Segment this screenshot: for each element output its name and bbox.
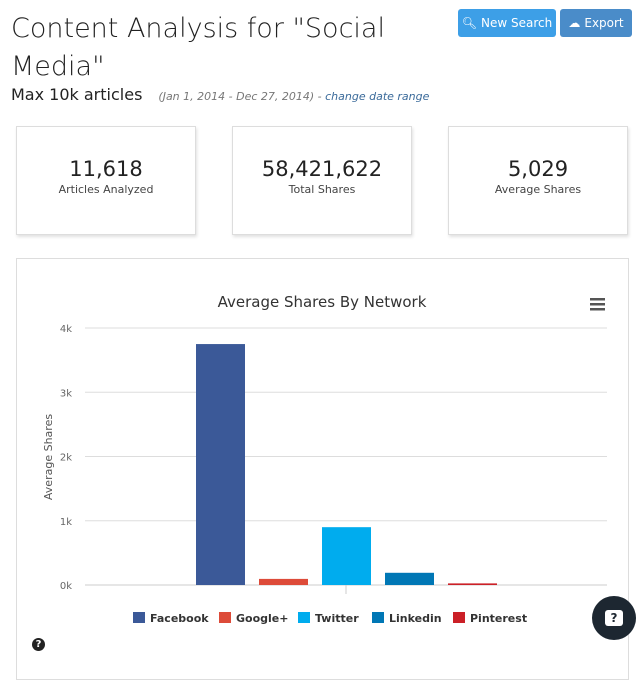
stat-value: 11,618 (69, 157, 143, 181)
stat-value: 58,421,622 (261, 157, 383, 181)
date-range-text: (Jan 1, 2014 - Dec 27, 2014) - (158, 90, 322, 103)
legend-swatch[interactable] (298, 612, 310, 623)
y-tick-label: 1k (60, 517, 72, 528)
y-tick-label: 3k (60, 388, 72, 399)
stat-label: Articles Analyzed (58, 183, 154, 196)
chat-question-icon: ? (605, 610, 623, 626)
legend-item[interactable]: Google+ (236, 612, 288, 625)
bar-facebook[interactable] (196, 344, 245, 585)
bar-google-plus[interactable] (259, 578, 308, 585)
subtitle: Max 10k articles (Jan 1, 2014 - Dec 27, 2… (11, 85, 429, 104)
bar-twitter[interactable] (322, 527, 371, 585)
search-icon: 🔍︎ (461, 16, 477, 30)
y-axis-label: Average Shares (42, 414, 55, 500)
legend-item[interactable]: Twitter (315, 612, 359, 625)
export-button[interactable]: ☁ Export (560, 9, 632, 37)
date-range: (Jan 1, 2014 - Dec 27, 2014) - change da… (158, 90, 429, 103)
y-tick-label: 0k (60, 581, 72, 592)
y-tick-label: 2k (60, 453, 72, 464)
new-search-button[interactable]: 🔍︎ New Search (458, 9, 556, 37)
info-question-icon[interactable]: ? (32, 638, 45, 651)
new-search-label: New Search (481, 16, 553, 30)
legend-swatch[interactable] (453, 612, 465, 623)
legend-swatch[interactable] (219, 612, 231, 623)
export-label: Export (584, 16, 624, 30)
menu-icon[interactable] (590, 298, 605, 311)
max-articles: Max 10k articles (11, 85, 143, 104)
y-tick-label: 4k (60, 324, 72, 335)
change-date-range-link[interactable]: change date range (325, 90, 430, 103)
stat-label: Average Shares (494, 183, 582, 196)
bar-chart: Average Shares By Network Average Shares… (42, 293, 607, 625)
stat-card-average-shares: 5,029 Average Shares (448, 126, 628, 235)
chart-title: Average Shares By Network (218, 293, 427, 311)
stat-label: Total Shares (288, 183, 356, 196)
bar-linkedin[interactable] (385, 572, 434, 585)
legend-item[interactable]: Pinterest (470, 612, 527, 625)
legend-item[interactable]: Facebook (150, 612, 209, 625)
bar-pinterest[interactable] (448, 583, 497, 585)
stat-value: 5,029 (507, 157, 569, 181)
legend-swatch[interactable] (372, 612, 384, 623)
page-title: Content Analysis for "Social Media" (11, 13, 385, 82)
stat-card-total-shares: 58,421,622 Total Shares (232, 126, 412, 235)
legend-item[interactable]: Linkedin (389, 612, 442, 625)
legend-swatch[interactable] (133, 612, 145, 623)
cloud-download-icon: ☁ (568, 16, 581, 30)
chat-help-button[interactable]: ? (592, 596, 636, 640)
stat-card-articles: 11,618 Articles Analyzed (16, 126, 196, 235)
